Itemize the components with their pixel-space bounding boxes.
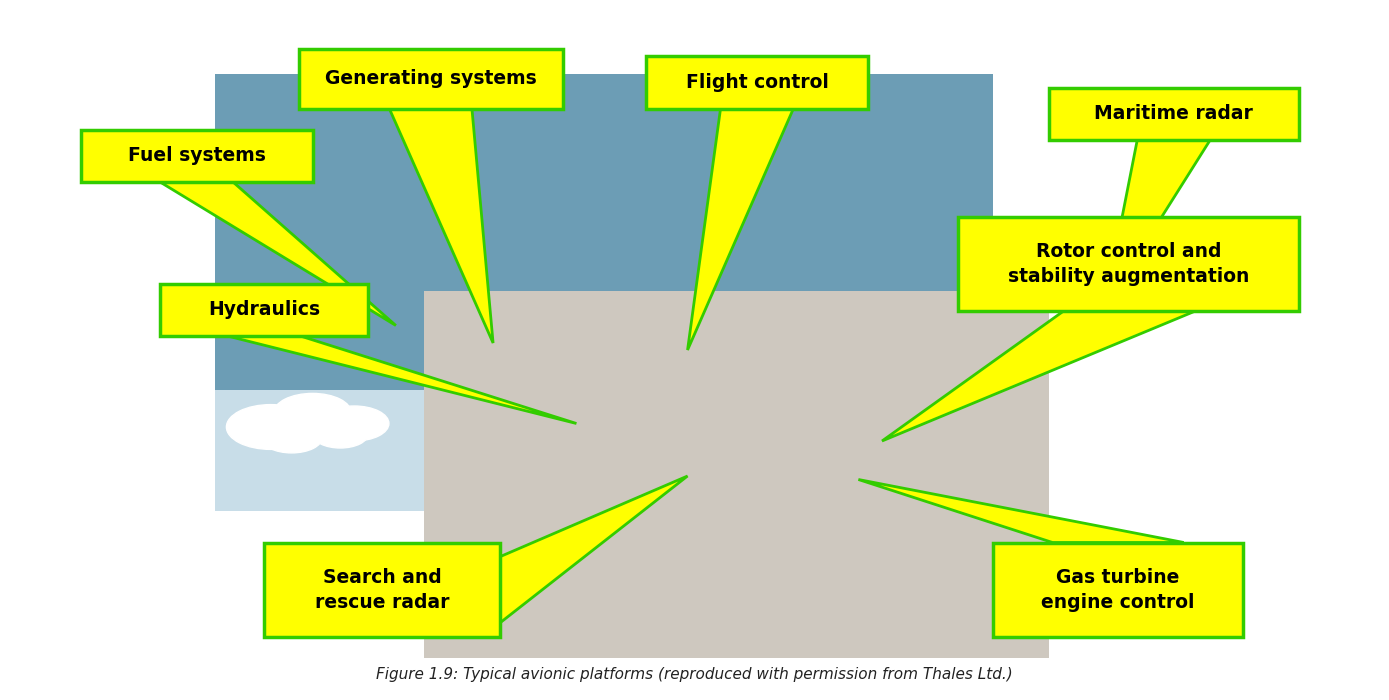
Circle shape [226,405,315,449]
Polygon shape [160,182,396,326]
FancyBboxPatch shape [215,390,424,511]
Polygon shape [1104,140,1210,308]
FancyBboxPatch shape [646,56,868,108]
FancyBboxPatch shape [958,217,1299,312]
Circle shape [261,422,322,453]
Circle shape [319,406,389,441]
Text: Gas turbine
engine control: Gas turbine engine control [1042,568,1195,612]
FancyBboxPatch shape [424,290,1049,658]
Polygon shape [500,476,688,623]
Circle shape [274,393,351,433]
Text: Search and
rescue radar: Search and rescue radar [315,568,449,612]
Polygon shape [858,480,1183,542]
FancyBboxPatch shape [299,49,563,108]
Text: Figure 1.9: Typical avionic platforms (reproduced with permission from Thales Lt: Figure 1.9: Typical avionic platforms (r… [376,668,1013,682]
Polygon shape [882,312,1195,441]
Text: Hydraulics: Hydraulics [208,300,319,319]
Polygon shape [389,108,493,343]
Text: Flight control: Flight control [686,73,828,92]
Circle shape [313,420,368,448]
Text: Generating systems: Generating systems [325,69,536,88]
FancyBboxPatch shape [81,130,313,182]
FancyBboxPatch shape [215,74,993,511]
FancyBboxPatch shape [264,542,500,637]
Text: Fuel systems: Fuel systems [128,146,265,165]
Polygon shape [228,336,576,424]
FancyBboxPatch shape [1049,88,1299,140]
Text: Maritime radar: Maritime radar [1095,104,1253,123]
Text: Rotor control and
stability augmentation: Rotor control and stability augmentation [1008,242,1249,286]
FancyBboxPatch shape [993,542,1243,637]
FancyBboxPatch shape [160,284,368,336]
Polygon shape [688,108,793,350]
